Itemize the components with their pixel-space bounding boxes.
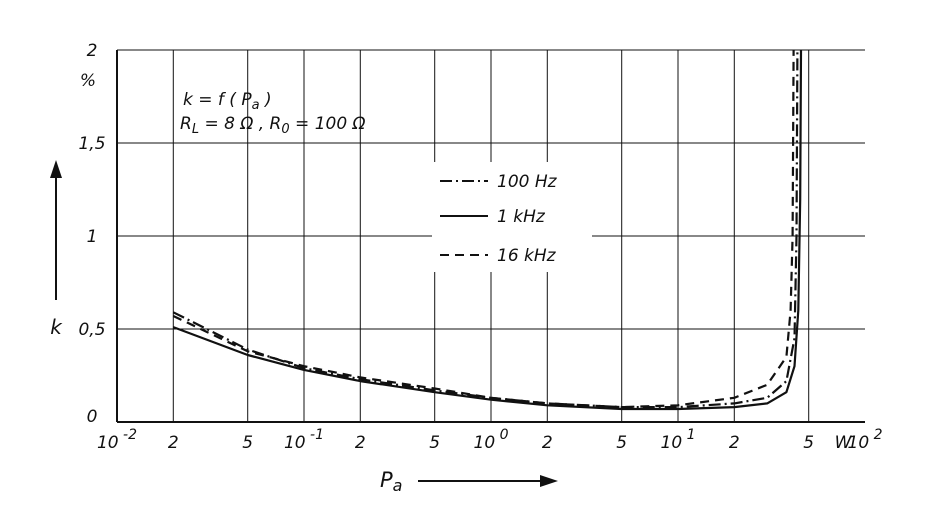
x-tick-base: 5 xyxy=(616,433,627,453)
resistance-annotation: RL = 8 Ω , R0 = 100 Ω xyxy=(180,114,366,137)
x-tick-base: 10 xyxy=(474,433,496,453)
series-group xyxy=(172,49,803,411)
y-unit-label: % xyxy=(80,71,96,91)
y-tick-label: 2 xyxy=(87,41,98,61)
resistance-annotation-r: R xyxy=(180,114,192,134)
x-unit-label: W xyxy=(835,433,853,453)
resistance-annotation-l: L xyxy=(192,122,199,137)
x-tick-label: 10 1 xyxy=(661,427,696,453)
x-axis-label: Pa xyxy=(380,468,402,495)
y-tick-label: 1,5 xyxy=(78,134,105,154)
x-tick-label: 10 2 xyxy=(848,427,883,453)
x-tick-label: 5 xyxy=(803,433,814,453)
series-line-1khz xyxy=(172,49,803,411)
y-tick-label: 0,5 xyxy=(78,320,105,340)
x-axis-label-main: P xyxy=(380,468,393,492)
x-tick-label: 2 xyxy=(168,433,179,453)
y-tick-label: 0 xyxy=(87,407,98,427)
x-tick-base: 10 xyxy=(284,433,306,453)
x-tick-exponent: 1 xyxy=(682,427,695,443)
x-tick-base: 5 xyxy=(803,433,814,453)
resistance-annotation-end: = 100 Ω xyxy=(290,114,366,134)
resistance-annotation-mid: = 8 Ω , R xyxy=(199,114,281,134)
x-tick-label: 5 xyxy=(616,433,627,453)
legend-label-16khz: 16 kHz xyxy=(497,246,557,266)
x-tick-base: 2 xyxy=(168,433,179,453)
formula-annotation-main: k = f ( P xyxy=(183,90,252,110)
formula-annotation: k = f ( Pa ) xyxy=(183,90,272,113)
tick-labels: 10 -2 2 5 10 -1 2 5 10 0 2 5 10 1 2 5 10 200,511,52 xyxy=(78,41,882,453)
x-tick-label: 5 xyxy=(429,433,440,453)
x-tick-label: 10 0 xyxy=(474,427,509,453)
legend-label-100hz: 100 Hz xyxy=(497,172,558,192)
x-tick-exponent: 2 xyxy=(869,427,882,443)
y-axis-arrowhead xyxy=(50,160,62,178)
x-tick-label: 5 xyxy=(242,433,253,453)
y-tick-label: 1 xyxy=(87,227,98,247)
resistance-annotation-0: 0 xyxy=(281,122,289,137)
axes xyxy=(116,50,865,423)
x-tick-base: 5 xyxy=(429,433,440,453)
x-axis-label-sub: a xyxy=(393,476,403,495)
x-tick-base: 2 xyxy=(355,433,366,453)
formula-annotation-sub: a xyxy=(252,98,260,113)
legend: 100 Hz 1 kHz 16 kHz xyxy=(432,162,592,272)
x-tick-label: 10 -2 xyxy=(97,427,137,453)
x-tick-base: 10 xyxy=(661,433,683,453)
x-tick-label: 2 xyxy=(355,433,366,453)
x-tick-base: 2 xyxy=(542,433,553,453)
y-axis-label: k xyxy=(50,315,63,339)
x-tick-label: 2 xyxy=(542,433,553,453)
x-tick-base: 2 xyxy=(729,433,740,453)
formula-annotation-end: ) xyxy=(260,90,272,110)
x-tick-label: 10 -1 xyxy=(284,427,324,453)
x-axis-arrowhead xyxy=(540,475,558,487)
x-tick-base: 10 xyxy=(848,433,870,453)
series-line-100hz xyxy=(172,49,799,409)
x-tick-label: 2 xyxy=(729,433,740,453)
x-tick-base: 5 xyxy=(242,433,253,453)
legend-label-1khz: 1 kHz xyxy=(497,207,546,227)
x-tick-exponent: -1 xyxy=(306,427,324,443)
x-tick-exponent: -2 xyxy=(119,427,138,443)
x-tick-exponent: 0 xyxy=(495,427,508,443)
x-tick-base: 10 xyxy=(97,433,119,453)
